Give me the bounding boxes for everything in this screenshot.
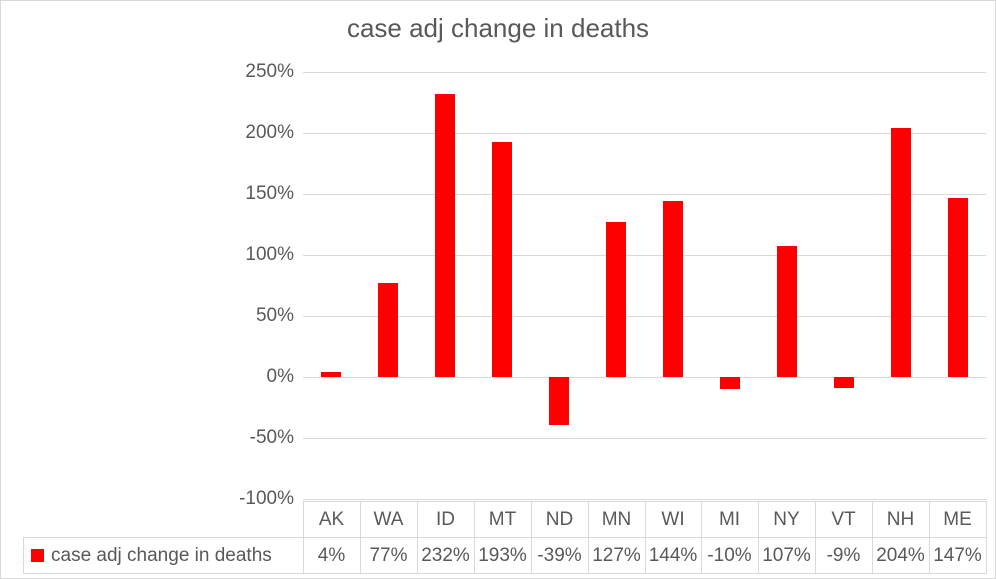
gridline-50% bbox=[303, 316, 986, 317]
bar-WI[interactable] bbox=[663, 201, 683, 377]
table-header-NY: NY bbox=[773, 509, 800, 530]
table-column-border bbox=[588, 501, 589, 574]
legend-key-icon bbox=[31, 549, 44, 562]
table-column-border bbox=[360, 501, 361, 574]
table-header-NH: NH bbox=[886, 509, 915, 530]
table-value-VT: -9% bbox=[826, 545, 861, 566]
table-header-WA: WA bbox=[373, 509, 404, 530]
table-value-MI: -10% bbox=[707, 545, 752, 566]
table-value-NH: 204% bbox=[876, 545, 925, 566]
legend-series-label: case adj change in deaths bbox=[51, 545, 272, 566]
table-border-middle bbox=[23, 537, 987, 538]
y-axis-tick-label: -100% bbox=[239, 488, 294, 509]
table-header-WI: WI bbox=[661, 509, 685, 530]
table-value-NY: 107% bbox=[762, 545, 811, 566]
table-column-border bbox=[701, 501, 702, 574]
table-header-ID: ID bbox=[436, 509, 455, 530]
table-header-AK: AK bbox=[318, 509, 345, 530]
table-value-WA: 77% bbox=[369, 545, 408, 566]
table-header-VT: VT bbox=[831, 509, 856, 530]
bar-WA[interactable] bbox=[378, 283, 398, 377]
chart-title: case adj change in deaths bbox=[346, 13, 650, 43]
table-value-ID: 232% bbox=[421, 545, 470, 566]
gridline--100% bbox=[303, 499, 986, 500]
table-value-ND: -39% bbox=[537, 545, 582, 566]
bar-VT[interactable] bbox=[834, 377, 854, 388]
gridline-150% bbox=[303, 194, 986, 195]
table-header-MI: MI bbox=[718, 509, 741, 530]
table-column-border bbox=[815, 501, 816, 574]
table-border-legend-left bbox=[23, 537, 24, 574]
y-axis-tick-label: 200% bbox=[245, 122, 294, 143]
table-header-ND: ND bbox=[545, 509, 574, 530]
table-column-border bbox=[474, 501, 475, 574]
y-axis-tick-label: 50% bbox=[255, 305, 294, 326]
table-header-MN: MN bbox=[601, 509, 632, 530]
bar-ND[interactable] bbox=[549, 377, 569, 425]
y-axis-tick-label: 100% bbox=[245, 244, 294, 265]
table-value-AK: 4% bbox=[317, 545, 346, 566]
gridline-0% bbox=[303, 377, 986, 378]
bar-MT[interactable] bbox=[492, 142, 512, 377]
table-column-border bbox=[303, 501, 304, 574]
table-column-border bbox=[929, 501, 930, 574]
y-axis-tick-label: 0% bbox=[266, 366, 294, 387]
bar-MI[interactable] bbox=[720, 377, 740, 389]
table-value-ME: 147% bbox=[933, 545, 982, 566]
bar-ID[interactable] bbox=[435, 94, 455, 377]
table-value-MN: 127% bbox=[592, 545, 641, 566]
gridline-100% bbox=[303, 255, 986, 256]
y-axis-tick-label: -50% bbox=[249, 427, 294, 448]
table-column-border bbox=[531, 501, 532, 574]
table-column-border bbox=[872, 501, 873, 574]
bar-MN[interactable] bbox=[606, 222, 626, 377]
table-value-MT: 193% bbox=[478, 545, 527, 566]
bar-NH[interactable] bbox=[891, 128, 911, 377]
table-header-MT: MT bbox=[488, 509, 517, 530]
table-column-border bbox=[417, 501, 418, 574]
table-border-bottom bbox=[23, 573, 987, 574]
gridline-250% bbox=[303, 72, 986, 73]
bar-AK[interactable] bbox=[321, 372, 341, 377]
gridline-200% bbox=[303, 133, 986, 134]
bar-NY[interactable] bbox=[777, 246, 797, 377]
table-column-border bbox=[645, 501, 646, 574]
bar-ME[interactable] bbox=[948, 198, 968, 377]
table-column-border bbox=[986, 501, 987, 574]
y-axis-tick-label: 150% bbox=[245, 183, 294, 204]
gridline--50% bbox=[303, 438, 986, 439]
y-axis-tick-label: 250% bbox=[245, 61, 294, 82]
table-value-WI: 144% bbox=[648, 545, 698, 566]
table-header-ME: ME bbox=[943, 509, 972, 530]
table-column-border bbox=[758, 501, 759, 574]
